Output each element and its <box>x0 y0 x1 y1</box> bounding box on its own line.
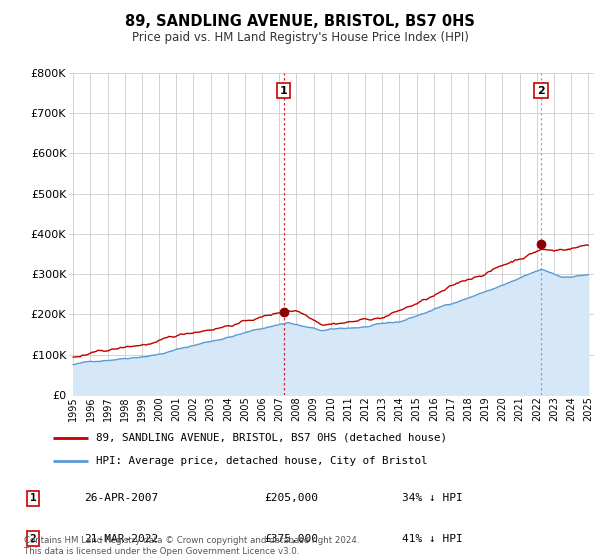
Text: 2: 2 <box>537 86 545 96</box>
Text: Price paid vs. HM Land Registry's House Price Index (HPI): Price paid vs. HM Land Registry's House … <box>131 31 469 44</box>
Text: 2: 2 <box>29 534 37 544</box>
Text: 26-APR-2007: 26-APR-2007 <box>84 493 158 503</box>
Text: £375,000: £375,000 <box>264 534 318 544</box>
Text: 41% ↓ HPI: 41% ↓ HPI <box>402 534 463 544</box>
Text: Contains HM Land Registry data © Crown copyright and database right 2024.
This d: Contains HM Land Registry data © Crown c… <box>24 536 359 556</box>
Text: 34% ↓ HPI: 34% ↓ HPI <box>402 493 463 503</box>
Text: 89, SANDLING AVENUE, BRISTOL, BS7 0HS (detached house): 89, SANDLING AVENUE, BRISTOL, BS7 0HS (d… <box>96 432 447 442</box>
Text: 21-MAR-2022: 21-MAR-2022 <box>84 534 158 544</box>
Text: 89, SANDLING AVENUE, BRISTOL, BS7 0HS: 89, SANDLING AVENUE, BRISTOL, BS7 0HS <box>125 14 475 29</box>
Text: 1: 1 <box>280 86 287 96</box>
Text: 1: 1 <box>29 493 37 503</box>
Text: HPI: Average price, detached house, City of Bristol: HPI: Average price, detached house, City… <box>96 456 427 466</box>
Text: £205,000: £205,000 <box>264 493 318 503</box>
